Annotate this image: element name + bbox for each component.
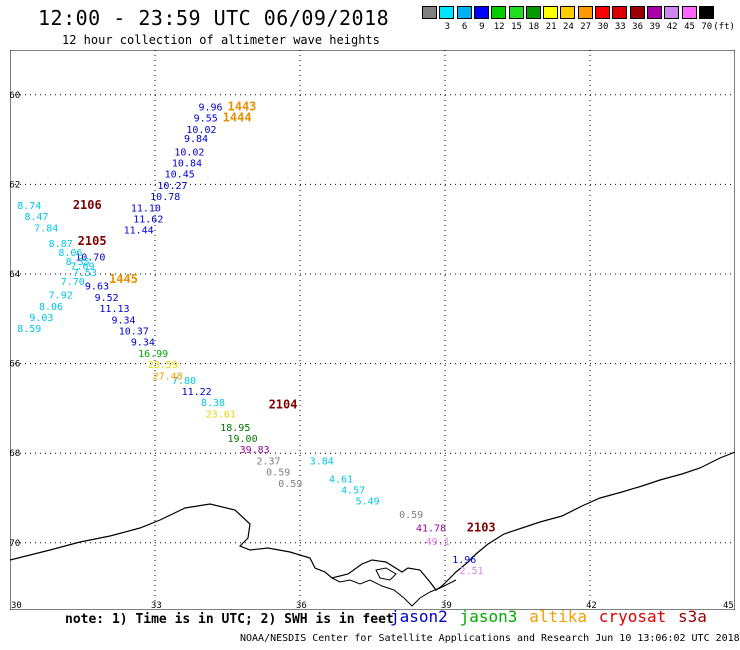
wave-height-value: 9.34: [131, 338, 155, 349]
wave-height-value: 18.95: [220, 423, 250, 434]
wave-height-value: 8.06: [39, 302, 63, 313]
latitude-tick-label: -68: [10, 449, 20, 459]
wave-height-value: 8.47: [25, 212, 49, 223]
wave-height-value: 9.55: [194, 114, 218, 125]
latitude-tick-label: -62: [10, 180, 20, 190]
wave-height-value: 27.48: [153, 371, 183, 382]
legend-swatch: [457, 6, 472, 19]
wave-height-value: 10.37: [119, 326, 149, 337]
wave-height-value: 8.74: [17, 201, 41, 212]
wave-height-value: 2.51: [460, 566, 484, 577]
wave-height-value: 11.62: [133, 214, 163, 225]
wave-height-value: 7.70: [61, 277, 85, 288]
legend-swatch: [647, 6, 662, 19]
wave-height-value: 11.10: [131, 203, 161, 214]
wave-height-value: 2.37: [257, 456, 281, 467]
wave-height-value: 9.52: [95, 293, 119, 304]
wave-height-value: 8.59: [17, 324, 41, 335]
legend-swatch: [630, 6, 645, 19]
satellite-name: altika: [529, 607, 587, 626]
pass-time-label: 2106: [73, 198, 102, 212]
satellite-name: jason2: [390, 607, 448, 626]
wave-height-value: 4.57: [341, 486, 365, 497]
wave-height-value: 7.92: [49, 291, 73, 302]
wave-height-value: 10.84: [172, 158, 202, 169]
wave-height-value: 19.00: [228, 434, 258, 445]
wave-height-value: 11.44: [124, 226, 154, 237]
legend-swatch: [491, 6, 506, 19]
satellite-name: jason3: [460, 607, 518, 626]
wave-height-value: 23.59: [148, 360, 178, 371]
wave-height-value: 23.61: [206, 409, 236, 420]
pass-time-label: 2104: [269, 397, 298, 411]
legend-swatch: [509, 6, 524, 19]
legend-swatch: [578, 6, 593, 19]
wave-height-value: 1.96: [452, 555, 476, 566]
wave-height-value: 10.78: [150, 192, 180, 203]
legend-swatch: [595, 6, 610, 19]
wave-height-value: 10.02: [174, 147, 204, 158]
wave-height-value: 39.83: [240, 445, 270, 456]
wave-height-value: 3.84: [310, 456, 334, 467]
pass-time-label: 1445: [109, 272, 138, 286]
wave-height-value: 10.45: [165, 170, 195, 181]
legend-swatch: [612, 6, 627, 19]
wave-height-value: 9.03: [29, 313, 53, 324]
wave-height-value: 5.49: [356, 497, 380, 508]
legend-swatch: [422, 6, 437, 19]
wave-height-value: 9.63: [85, 282, 109, 293]
legend-swatch: [664, 6, 679, 19]
wave-height-value: 11.22: [182, 387, 212, 398]
legend-swatch: [560, 6, 575, 19]
wave-height-value: 9.34: [112, 315, 136, 326]
wave-height-value: 0.59: [266, 468, 290, 479]
satellite-name: s3a: [678, 607, 707, 626]
chart-subtitle: 12 hour collection of altimeter wave hei…: [62, 33, 380, 47]
wave-height-value: 49.1: [426, 537, 450, 548]
latitude-tick-label: -66: [10, 360, 20, 370]
legend-unit: (ft): [712, 22, 736, 32]
wave-height-value: 8.38: [201, 398, 225, 409]
pass-time-label: 2103: [467, 521, 496, 535]
longitude-tick-label: 42: [586, 601, 597, 610]
wave-height-value: 10.27: [157, 181, 187, 192]
legend-swatch: [526, 6, 541, 19]
wave-height-value: 16.99: [138, 349, 168, 360]
wave-height-value: 0.59: [399, 510, 423, 521]
wave-height-value: 7.84: [34, 223, 58, 234]
latitude-tick-label: -70: [10, 539, 20, 549]
wave-height-value: 0.59: [278, 479, 302, 490]
longitude-tick-label: 45: [723, 601, 734, 610]
wave-height-value: 9.84: [184, 134, 208, 145]
credit-line: NOAA/NESDIS Center for Satellite Applica…: [240, 633, 740, 644]
longitude-tick-label: 30: [11, 601, 22, 610]
chart-title: 12:00 - 23:59 UTC 06/09/2018: [38, 6, 389, 30]
wave-height-value: 4.61: [329, 474, 353, 485]
latitude-tick-label: -60: [10, 91, 20, 101]
legend-swatch: [474, 6, 489, 19]
wave-height-value: 9.96: [199, 102, 223, 113]
latitude-tick-label: -64: [10, 270, 20, 280]
wave-height-value: 11.13: [99, 304, 129, 315]
longitude-tick-label: 33: [151, 601, 162, 610]
legend-swatch: [439, 6, 454, 19]
legend-swatch: [682, 6, 697, 19]
legend-swatch: [543, 6, 558, 19]
pass-time-label: 2105: [78, 234, 107, 248]
pass-time-label: 1444: [223, 111, 252, 125]
longitude-tick-label: 36: [296, 601, 307, 610]
wave-height-value: 41.78: [416, 524, 446, 535]
satellite-name: cryosat: [599, 607, 666, 626]
footer-note: note: 1) Time is in UTC; 2) SWH is in fe…: [65, 612, 394, 627]
legend-swatch: [699, 6, 714, 19]
